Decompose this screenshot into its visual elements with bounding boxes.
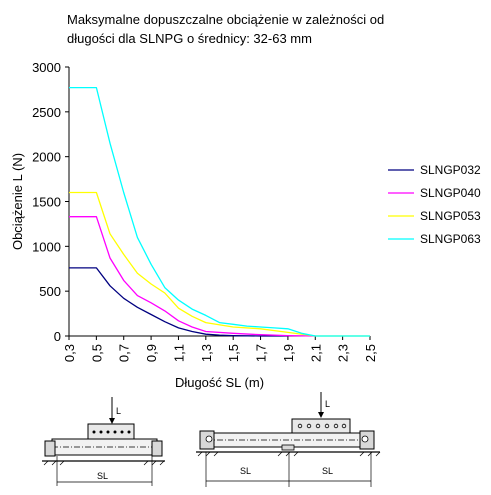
series-line-slngp053 (69, 191, 370, 337)
x-tick-label: 1,1 (171, 344, 186, 362)
x-tick-label: 1,9 (281, 344, 296, 362)
chart-title: Maksymalne dopuszczalne obciążenie w zal… (67, 10, 397, 48)
legend-label: SLNGP032 (420, 163, 481, 177)
x-tick-label: 2,3 (336, 344, 351, 362)
y-tick-label: 2500 (32, 105, 61, 120)
x-tick-label: 0,9 (144, 344, 159, 362)
length-label: SL (97, 471, 108, 481)
slide-block-bolts (297, 423, 347, 429)
y-tick-label: 1500 (32, 195, 61, 210)
x-tick-label: 0,3 (62, 344, 77, 362)
load-arrowhead (109, 418, 115, 424)
legend-label: SLNGP053 (420, 209, 481, 223)
line-chart: 0 500 1000 1500 2000 2500 3000 0,3 0,5 0,7 0,9 1,1 1… (10, 60, 481, 390)
x-tick-label: 1,3 (199, 344, 214, 362)
slide-block-bolts (92, 430, 131, 434)
ground-hatching (43, 460, 165, 466)
x-tick-label: 2,1 (308, 344, 323, 362)
slide-block (291, 418, 351, 434)
load-label: L (325, 399, 330, 409)
chart-title-line-2: długości dla SLNPG o średnicy: 32-63 mm (67, 31, 312, 46)
single-span-diagram: L SL (42, 397, 165, 486)
y-tick-label: 0 (54, 329, 61, 344)
y-tick-label: 1000 (32, 239, 61, 254)
length-label-right: SL (322, 466, 333, 476)
legend-label: SLNGP040 (420, 186, 481, 200)
ground-hatching (197, 451, 381, 457)
left-pivot (205, 435, 213, 443)
y-tick-label: 3000 (32, 60, 61, 75)
double-span-diagram: L SL SL (196, 392, 381, 487)
x-tick-label: 1,7 (254, 344, 269, 362)
load-arrowhead (318, 412, 324, 418)
series-line-slngp040 (69, 216, 316, 337)
y-tick-label: 500 (39, 284, 61, 299)
chart-title-line-1: Maksymalne dopuszczalne obciążenie w zal… (67, 12, 385, 27)
x-tick-label: 0,5 (89, 344, 104, 362)
x-axis-title: Długość SL (m) (175, 375, 264, 390)
load-label: L (116, 406, 121, 416)
y-tick-label: 2000 (32, 150, 61, 165)
x-tick-label: 1,5 (226, 344, 241, 362)
legend-label: SLNGP063 (420, 232, 481, 246)
right-end-cap (151, 440, 163, 457)
y-axis-title: Obciążenie L (N) (10, 153, 25, 250)
center-support (281, 444, 295, 451)
right-pivot (361, 435, 369, 443)
x-tick-label: 2,5 (363, 344, 378, 362)
length-label-left: SL (240, 466, 251, 476)
x-tick-label: 0,7 (117, 344, 132, 362)
series-line-slngp063 (69, 86, 370, 337)
series-line-slngp032 (69, 267, 288, 337)
left-end-cap (44, 440, 56, 457)
